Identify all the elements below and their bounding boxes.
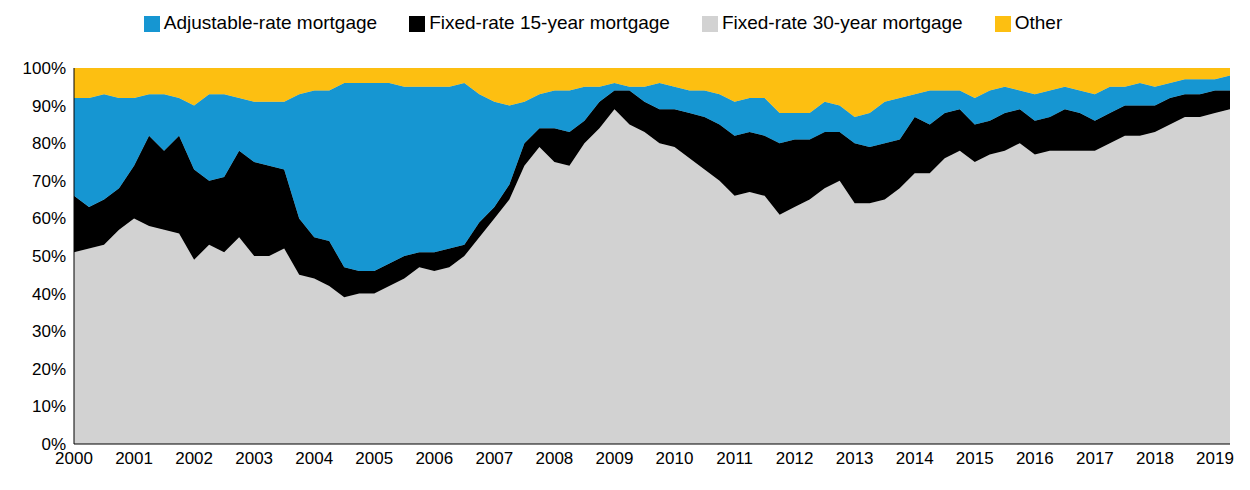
- svg-text:2015: 2015: [956, 449, 994, 468]
- svg-text:70%: 70%: [32, 172, 66, 191]
- svg-text:10%: 10%: [32, 397, 66, 416]
- svg-text:20%: 20%: [32, 360, 66, 379]
- svg-text:2004: 2004: [295, 449, 333, 468]
- svg-text:60%: 60%: [32, 209, 66, 228]
- html-text:Adjustable-rate mortgage: Adjustable-rate mortgage: [163, 12, 378, 33]
- html-text:Fixed-rate 15-year mortgage: Fixed-rate 15-year mortgage: [429, 12, 670, 33]
- svg-text:2011: 2011: [716, 449, 753, 468]
- svg-text:50%: 50%: [32, 247, 66, 266]
- svg-text:90%: 90%: [32, 97, 66, 116]
- svg-text:2010: 2010: [656, 449, 694, 468]
- svg-text:2008: 2008: [536, 449, 574, 468]
- html-text:Other: Other: [1014, 12, 1063, 33]
- html-text:Fixed-rate 30-year mortgage: Fixed-rate 30-year mortgage: [721, 12, 963, 33]
- svg-text:2005: 2005: [355, 449, 393, 468]
- svg-text:2006: 2006: [415, 449, 453, 468]
- svg-text:2001: 2001: [115, 449, 153, 468]
- svg-text:2012: 2012: [776, 449, 814, 468]
- svg-text:2017: 2017: [1076, 449, 1114, 468]
- svg-text:2018: 2018: [1136, 449, 1174, 468]
- svg-text:2014: 2014: [896, 449, 934, 468]
- svg-text:80%: 80%: [32, 134, 66, 153]
- svg-text:40%: 40%: [32, 285, 66, 304]
- svg-text:2003: 2003: [235, 449, 273, 468]
- svg-text:0%: 0%: [41, 435, 66, 454]
- svg-text:2016: 2016: [1016, 449, 1054, 468]
- svg-text:2007: 2007: [475, 449, 513, 468]
- svg-text:2002: 2002: [175, 449, 213, 468]
- svg-text:2000: 2000: [55, 449, 93, 469]
- svg-text:2013: 2013: [836, 449, 874, 468]
- svg-text:100%: 100%: [23, 59, 66, 78]
- svg-text:2019: 2019: [1196, 449, 1234, 468]
- svg-text:30%: 30%: [32, 322, 66, 341]
- svg-text:2009: 2009: [596, 449, 634, 468]
